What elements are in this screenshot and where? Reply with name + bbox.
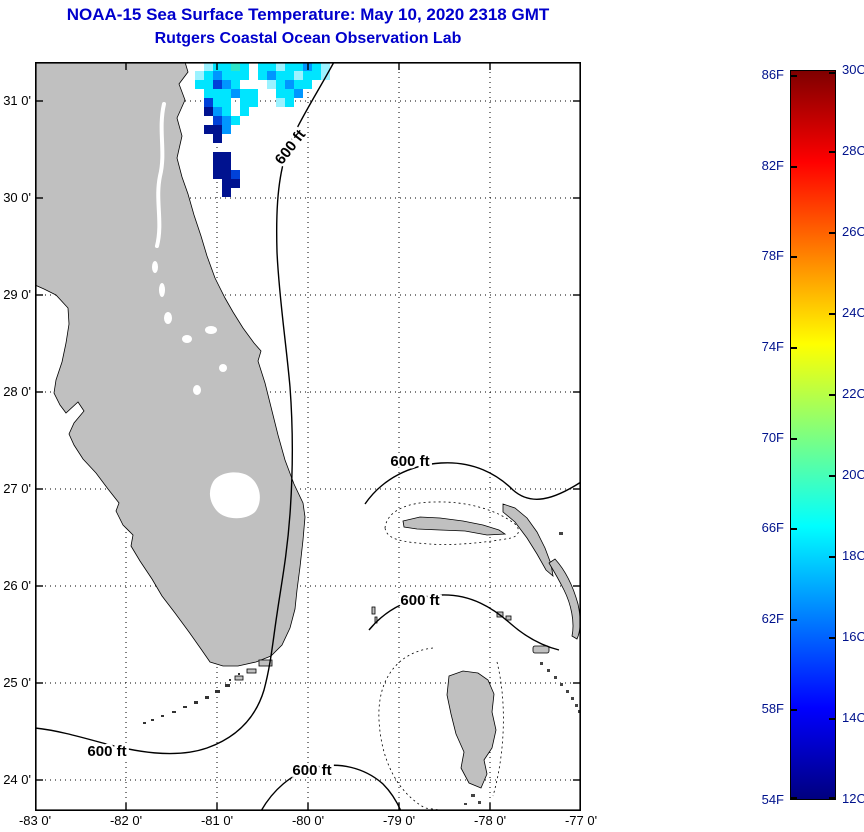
x-tick-label: -83 0' — [18, 813, 52, 828]
axis-ticks — [35, 62, 581, 811]
st-johns-river — [155, 102, 166, 248]
cb-f-label: 82F — [761, 158, 784, 173]
colorbar-fahrenheit-labels: 86F 82F 78F 74F 70F 66F 62F 58F 54F — [744, 67, 784, 807]
y-tick-label: 29 0' — [3, 287, 31, 302]
eleuthera-island — [548, 558, 581, 640]
andros-island — [446, 670, 497, 789]
cb-c-label: 12C — [842, 791, 864, 806]
cb-f-label: 74F — [761, 339, 784, 354]
y-tick-label: 28 0' — [3, 384, 31, 399]
grand-bahama-island — [402, 516, 507, 536]
y-tick-label: 27 0' — [3, 481, 31, 496]
depth-contours — [35, 62, 581, 811]
cb-c-label: 22C — [842, 386, 864, 401]
cb-f-label: 62F — [761, 611, 784, 626]
depth-contour-straits — [260, 764, 402, 811]
page-title: NOAA-15 Sea Surface Temperature: May 10,… — [0, 3, 616, 51]
depth-contour-providence-north — [364, 462, 581, 505]
cb-c-label: 14C — [842, 710, 864, 725]
contour-label-600ft: 600 ft — [292, 762, 331, 779]
y-tick-label: 25 0' — [3, 675, 31, 690]
x-tick-label: -77 0' — [564, 813, 598, 828]
x-tick-label: -79 0' — [382, 813, 416, 828]
colorbar-celsius-labels: 30C 28C 26C 24C 22C 20C 18C 16C 14C 12C — [842, 62, 864, 806]
inland-water — [152, 102, 260, 519]
cb-c-label: 20C — [842, 467, 864, 482]
cb-f-label: 66F — [761, 520, 784, 535]
title-line2: Rutgers Coastal Ocean Observation Lab — [154, 30, 462, 47]
cb-f-label: 70F — [761, 430, 784, 445]
depth-contour-atlantic-shelf — [35, 62, 335, 755]
colorbar-gradient — [791, 71, 835, 799]
x-tick-label: -81 0' — [200, 813, 234, 828]
y-axis: 31 0' 30 0' 29 0' 28 0' 27 0' 26 0' 25 0… — [0, 62, 31, 811]
contour-label-600ft: 600 ft — [400, 592, 439, 609]
cb-f-label: 54F — [761, 792, 784, 807]
cb-c-label: 16C — [842, 629, 864, 644]
bimini-islands — [371, 606, 376, 615]
bahama-bank-outlines — [378, 501, 519, 811]
cb-c-label: 26C — [842, 224, 864, 239]
map-plot: 600 ft 600 ft 600 ft 600 ft 600 ft — [35, 62, 581, 811]
x-tick-label: -80 0' — [291, 813, 325, 828]
florida-keys — [143, 659, 273, 724]
cb-f-label: 86F — [761, 67, 784, 82]
colorbar — [790, 70, 836, 800]
y-tick-label: 31 0' — [3, 93, 31, 108]
x-tick-label: -82 0' — [109, 813, 143, 828]
contour-label-600ft: 600 ft — [390, 453, 429, 470]
bahama-islands — [371, 503, 581, 805]
abaco-island — [502, 503, 554, 578]
cb-c-label: 28C — [842, 143, 864, 158]
y-tick-label: 24 0' — [3, 772, 31, 787]
x-tick-label: -78 0' — [473, 813, 507, 828]
cb-c-label: 30C — [842, 62, 864, 77]
y-tick-label: 26 0' — [3, 578, 31, 593]
title-line1: NOAA-15 Sea Surface Temperature: May 10,… — [66, 5, 550, 24]
y-tick-label: 30 0' — [3, 190, 31, 205]
cb-f-label: 78F — [761, 248, 784, 263]
new-providence-island — [532, 645, 550, 654]
lake-okeechobee — [209, 472, 260, 519]
x-axis: -83 0' -82 0' -81 0' -80 0' -79 0' -78 0… — [19, 813, 597, 829]
depth-contour-providence-south — [368, 594, 560, 651]
cb-c-label: 24C — [842, 305, 864, 320]
contour-label-600ft: 600 ft — [87, 743, 126, 760]
cb-f-label: 58F — [761, 701, 784, 716]
cb-c-label: 18C — [842, 548, 864, 563]
